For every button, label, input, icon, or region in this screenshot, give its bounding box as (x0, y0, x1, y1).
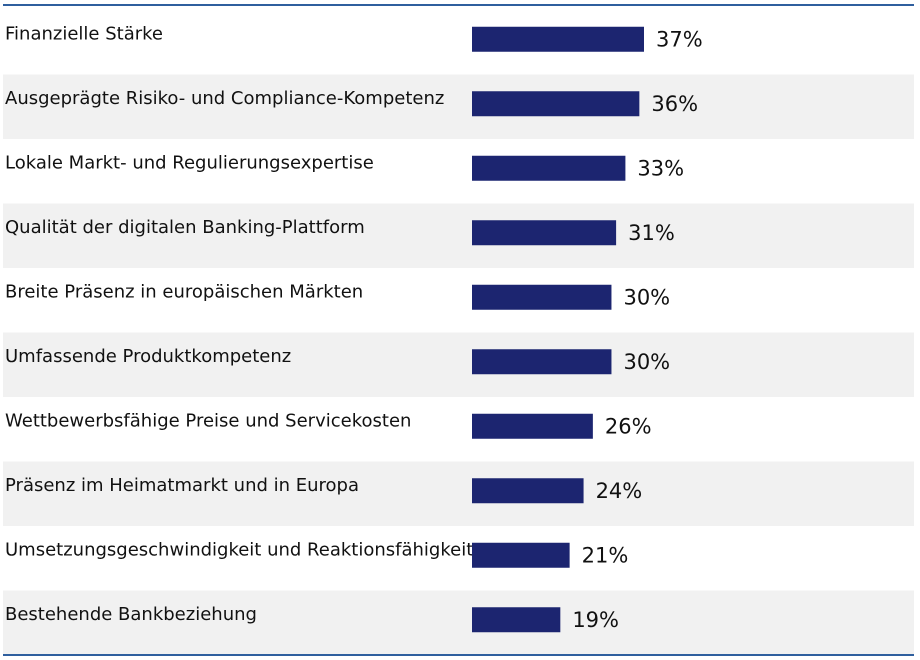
value-label: 19% (572, 608, 619, 632)
row-stripe (3, 590, 914, 655)
category-label: Bestehende Bankbeziehung (5, 604, 257, 625)
category-label: Finanzielle Stärke (5, 23, 163, 44)
category-label: Umsetzungsgeschwindigkeit und Reaktionsf… (5, 539, 473, 560)
category-label: Lokale Markt- und Regulierungsexpertise (5, 152, 374, 173)
value-label: 21% (582, 543, 629, 567)
chart-row: Umfassende Produktkompetenz 30% (5, 346, 670, 375)
category-label: Wettbewerbsfähige Preise und Servicekost… (5, 410, 411, 431)
row-stripes (3, 74, 914, 655)
chart-row: Finanzielle Stärke 37% (5, 23, 703, 52)
value-label: 30% (623, 350, 670, 374)
chart-row: Breite Präsenz in europäischen Märkten 30… (5, 281, 670, 310)
value-label: 36% (651, 92, 698, 116)
category-label: Breite Präsenz in europäischen Märkten (5, 281, 363, 302)
chart-row: Wettbewerbsfähige Preise und Servicekost… (5, 410, 652, 439)
row-stripe (3, 203, 914, 268)
bar (472, 349, 612, 375)
value-label: 37% (656, 27, 703, 51)
value-label: 33% (637, 156, 684, 180)
value-label: 26% (605, 414, 652, 438)
bar (472, 220, 617, 246)
category-label: Qualität der digitalen Banking-Plattform (5, 217, 365, 238)
bar (472, 284, 612, 310)
chart-row: Präsenz im Heimatmarkt und in Europa 24% (5, 475, 642, 504)
chart-row: Qualität der digitalen Banking-Plattform… (5, 217, 675, 246)
row-stripe (3, 74, 914, 139)
value-label: 31% (628, 221, 675, 245)
bar (472, 607, 561, 633)
row-stripe (3, 332, 914, 397)
chart-rows: Finanzielle Stärke 37% Ausgeprägte Risiko-… (5, 23, 703, 633)
chart-row: Umsetzungsgeschwindigkeit und Reaktionsf… (5, 539, 628, 568)
bar (472, 91, 640, 117)
chart-row: Ausgeprägte Risiko- und Compliance-Kompe… (5, 88, 698, 117)
value-label: 24% (596, 479, 643, 503)
bar (472, 155, 626, 181)
row-stripe (3, 461, 914, 526)
bar (472, 478, 584, 504)
category-label: Ausgeprägte Risiko- und Compliance-Kompe… (5, 88, 444, 109)
chart-row: Lokale Markt- und Regulierungsexpertise 3… (5, 152, 684, 181)
value-label: 30% (623, 285, 670, 309)
category-label: Präsenz im Heimatmarkt und in Europa (5, 475, 359, 496)
category-label: Umfassende Produktkompetenz (5, 346, 291, 367)
bar (472, 413, 593, 439)
bar (472, 542, 570, 568)
chart-row: Bestehende Bankbeziehung 19% (5, 604, 619, 633)
bar (472, 26, 644, 52)
